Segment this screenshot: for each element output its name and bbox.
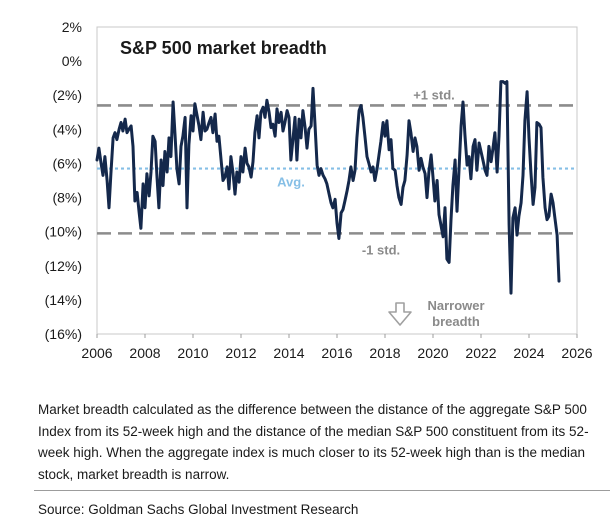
chart-title: S&P 500 market breadth <box>120 38 327 58</box>
series-group <box>95 80 561 295</box>
x-tick-label: 2006 <box>81 345 112 361</box>
down-arrow-icon <box>388 302 412 326</box>
average-line-label: Avg. <box>277 175 305 190</box>
narrower-breadth-label-line-2: breadth <box>432 314 480 329</box>
y-tick-label: (16%) <box>45 326 82 342</box>
y-tick-label: 0% <box>62 53 82 69</box>
x-axis-ticks: 2006 2008 2010 2012 2014 2016 2018 2020 2022 2024… <box>81 334 593 361</box>
x-tick-label: 2024 <box>513 345 544 361</box>
y-axis-ticks: 2% 0% (2%) (4%) (6%) (8%) (10%) (12%) (14%) (16%) <box>45 19 82 342</box>
y-tick-label: (14%) <box>45 292 82 308</box>
x-tick-label: 2008 <box>129 345 160 361</box>
plus-1-std-line-label: +1 std. <box>413 87 455 102</box>
x-tick-label: 2012 <box>225 345 256 361</box>
y-tick-label: (12%) <box>45 258 82 274</box>
narrower-breadth-annotation: Narrower breadth <box>388 298 485 329</box>
y-tick-label: 2% <box>62 19 82 35</box>
x-tick-label: 2020 <box>417 345 448 361</box>
x-tick-label: 2022 <box>465 345 496 361</box>
x-tick-label: 2010 <box>177 345 208 361</box>
y-tick-label: (6%) <box>52 155 82 171</box>
minus-1-std-line-label: -1 std. <box>362 242 400 257</box>
footer-divider <box>34 490 610 491</box>
source-note: Source: Goldman Sachs Global Investment … <box>38 502 359 517</box>
x-tick-label: 2014 <box>273 345 304 361</box>
y-tick-label: (2%) <box>52 87 82 103</box>
narrower-breadth-label-line-1: Narrower <box>427 298 484 313</box>
chart-caption: Market breadth calculated as the differe… <box>38 402 589 482</box>
x-tick-label: 2018 <box>369 345 400 361</box>
y-tick-label: (8%) <box>52 190 82 206</box>
x-tick-label: 2016 <box>321 345 352 361</box>
breadth-series-line <box>95 80 561 295</box>
y-tick-label: (4%) <box>52 121 82 137</box>
y-tick-label: (10%) <box>45 224 82 240</box>
plot-frame <box>96 26 578 335</box>
market-breadth-chart: S&P 500 market breadth +1 std. Avg. -1 std… <box>45 19 593 361</box>
x-tick-label: 2026 <box>561 345 592 361</box>
